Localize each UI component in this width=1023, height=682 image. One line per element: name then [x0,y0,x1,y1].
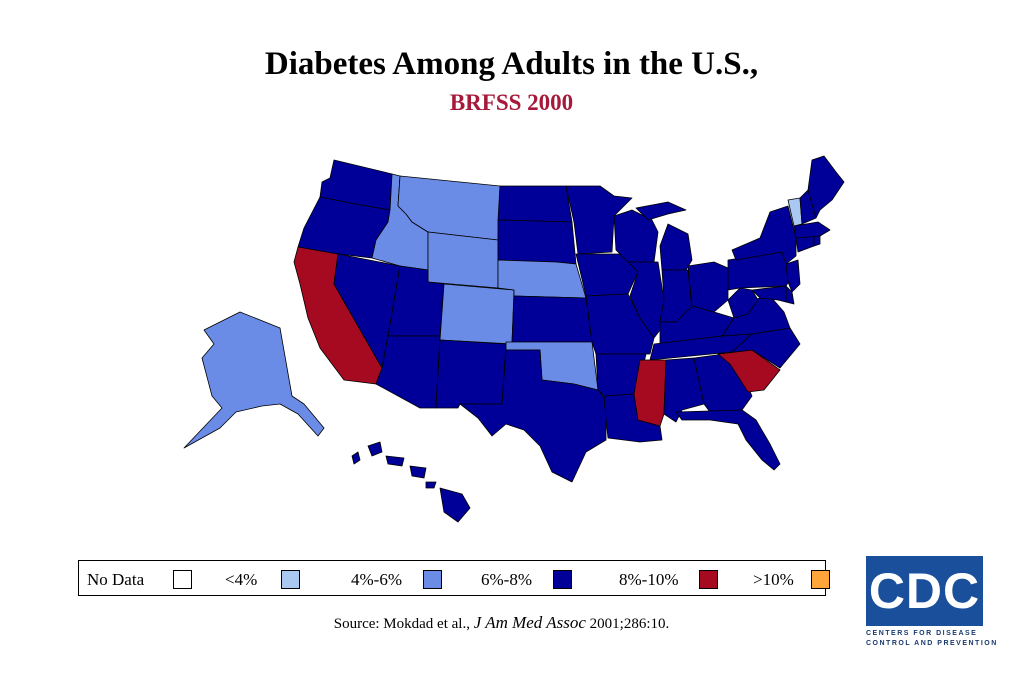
state-michigan-up [635,201,687,221]
state-michigan [659,223,693,271]
legend-label-6-8: 6%-8% [481,570,532,589]
state-ohio [687,261,729,313]
legend-label-below-4: <4% [225,570,258,589]
state-maine [807,155,845,219]
state-texas [459,349,607,483]
state-new-mexico [435,339,507,409]
source-journal: J Am Med Assoc [473,613,586,632]
state-south-dakota [497,219,577,265]
cdc-logo: CDC [866,556,983,626]
legend-swatch-6-8 [553,570,572,589]
state-colorado [439,283,515,345]
state-arizona [375,335,441,409]
state-florida [675,409,781,471]
source-citation: Source: Mokdad et al., J Am Med Assoc 20… [0,613,1003,633]
state-hawaii-molokai [385,455,405,467]
state-wisconsin [613,209,659,263]
state-maryland [751,285,787,303]
legend-swatch-below-4 [281,570,300,589]
state-massachusetts [793,221,831,239]
chart-subtitle: BRFSS 2000 [449,90,574,115]
state-missouri [585,293,655,355]
state-north-dakota [497,185,573,223]
state-hawaii-big-island [439,487,471,523]
state-new-jersey [785,259,801,293]
state-hawaii-lanai [425,481,437,489]
legend: No Data <4% 4%-6% 6%-8% 8%-10% >10% [78,560,830,596]
cdc-logo-line1: CENTERS FOR DISEASE [866,630,978,637]
state-hawaii-maui [409,465,427,479]
state-new-york [731,205,797,265]
legend-swatch-no-data [173,570,192,589]
legend-label-4-6: 4%-6% [351,570,402,589]
state-kansas [511,295,593,343]
state-alaska [183,311,325,449]
state-illinois [627,261,665,339]
source-suffix: 2001;286:10. [589,616,670,632]
state-iowa [575,253,639,297]
legend-label-no-data: No Data [87,570,145,589]
state-hawaii-oahu [367,441,383,457]
cdc-logo-line2: CONTROL AND PREVENTION [866,640,998,647]
legend-label-8-10: 8%-10% [619,570,679,589]
cdc-logo-letters: CDC [868,563,981,619]
chart-title: Diabetes Among Adults in the U.S., [264,46,759,82]
state-mississippi [633,359,667,427]
legend-label-above-10: >10% [753,570,794,589]
source-prefix: Source: Mokdad et al., [333,616,470,632]
state-wyoming [427,231,499,289]
legend-swatch-4-6 [423,570,442,589]
legend-swatch-above-10 [811,570,830,589]
legend-swatch-8-10 [699,570,718,589]
state-hawaii-kauai [351,451,361,465]
